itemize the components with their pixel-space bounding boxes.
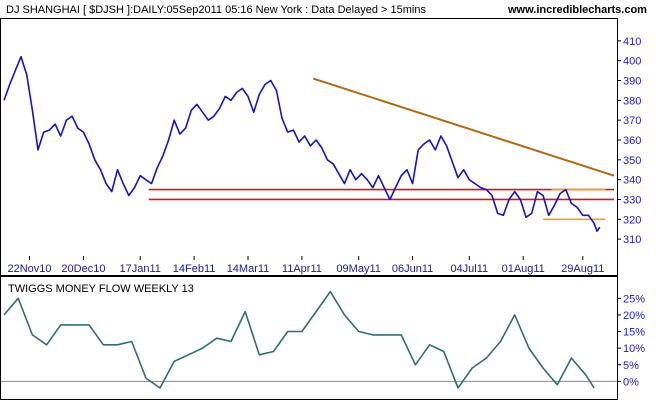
price-x-tick-label: 04Jul11	[450, 263, 488, 275]
trendline	[312, 77, 615, 177]
price-x-tick-label: 29Aug11	[561, 263, 604, 275]
price-series	[3, 55, 601, 232]
price-x-tick-label: 09May11	[336, 263, 380, 275]
chart-title: DJ SHANGHAI [ $DJSH ]:DAILY:05Sep2011 05…	[6, 4, 426, 16]
price-x-tick-label: 11Apr11	[282, 263, 322, 275]
price-y-tick-label: 400	[623, 56, 641, 68]
price-y-tick-label: 370	[623, 115, 641, 127]
indicator-label: TWIGGS MONEY FLOW WEEKLY 13	[8, 283, 194, 295]
indicator-y-tick-label: 5%	[623, 360, 639, 372]
price-y-tick-label: 380	[623, 95, 641, 107]
price-x-tick-label: 01Aug11	[502, 263, 545, 275]
indicator-series	[3, 290, 595, 389]
price-y-tick-label: 320	[623, 214, 641, 226]
price-x-tick-label: 14Feb11	[173, 263, 216, 275]
price-x-tick-label: 20Dec10	[61, 263, 105, 275]
indicator-y-tick-label: 15%	[623, 327, 645, 339]
price-y-tick-label: 310	[623, 234, 641, 246]
price-x-tick-label: 06Jun11	[392, 263, 433, 275]
price-y-tick-label: 410	[623, 36, 641, 48]
price-y-tick-label: 340	[623, 175, 641, 187]
site-url[interactable]: www.incrediblecharts.com	[507, 4, 647, 16]
price-y-tick-label: 350	[623, 155, 641, 167]
price-y-tick-label: 330	[623, 194, 641, 206]
indicator-y-axis: 0% 5% 10% 15% 20% 25%	[617, 293, 645, 388]
price-x-tick-label: 22Nov10	[8, 263, 52, 275]
price-x-axis: 22Nov10 20Dec10 17Jan11 14Feb11 14Mar11 11Apr…	[8, 256, 604, 275]
price-y-axis: 310 320 330 340 350 360 370 380 390 400 410	[617, 36, 641, 246]
indicator-y-tick-label: 20%	[623, 310, 645, 322]
money-flow-line	[3, 290, 595, 389]
price-x-tick-label: 17Jan11	[119, 263, 160, 275]
price-y-tick-label: 390	[623, 76, 641, 88]
price-x-tick-label: 14Mar11	[227, 263, 270, 275]
indicator-y-tick-label: 25%	[623, 293, 645, 305]
price-line	[3, 55, 601, 232]
price-annotations	[148, 77, 615, 221]
price-y-tick-label: 360	[623, 135, 641, 147]
indicator-y-tick-label: 10%	[623, 343, 645, 355]
indicator-y-tick-label: 0%	[623, 376, 639, 388]
